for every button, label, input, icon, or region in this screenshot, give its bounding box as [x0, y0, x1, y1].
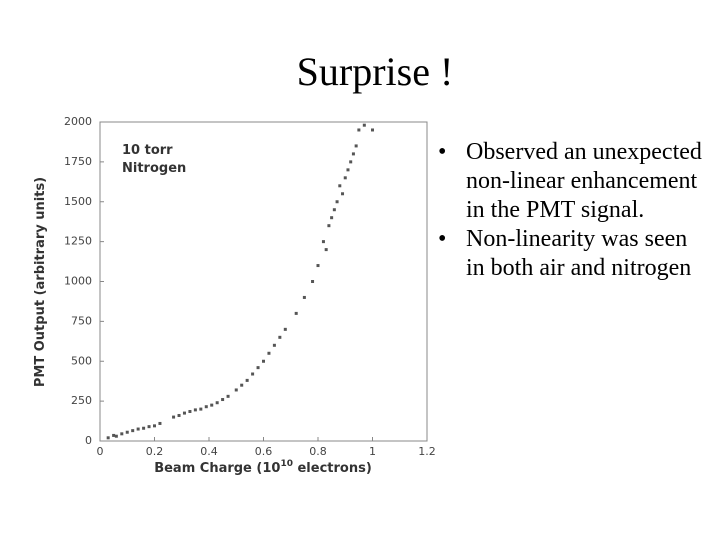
point: [351, 152, 355, 156]
bullet: Non-linearity was seen in both air and n…: [438, 225, 706, 283]
point: [321, 240, 325, 244]
x-tick-label: 1: [369, 445, 376, 458]
point: [311, 280, 315, 283]
point: [349, 160, 353, 164]
x-tick-label: 0.2: [146, 445, 164, 458]
point: [357, 128, 361, 132]
point: [125, 430, 129, 434]
bullet-list: Observed an unexpected non-linear enhanc…: [438, 138, 706, 283]
point: [335, 200, 339, 204]
x-tick-label: 1.2: [418, 445, 436, 458]
point: [188, 409, 192, 413]
point: [362, 123, 366, 127]
y-tick-label: 1250: [64, 235, 92, 248]
point: [302, 295, 306, 299]
annotation: 10 torr: [122, 143, 173, 158]
bullet: Observed an unexpected non-linear enhanc…: [438, 138, 706, 225]
point: [316, 264, 320, 268]
y-tick-label: 0: [85, 434, 92, 447]
point: [338, 184, 342, 188]
slide-title: Surprise !: [297, 49, 454, 94]
point: [327, 224, 331, 228]
point: [199, 407, 203, 411]
point: [294, 311, 298, 315]
point: [343, 176, 347, 180]
point: [114, 434, 118, 438]
point: [142, 426, 146, 430]
point: [120, 432, 124, 436]
y-tick-label: 1000: [64, 275, 92, 288]
y-tick-label: 2000: [64, 115, 92, 128]
point: [215, 401, 219, 405]
point: [147, 425, 151, 429]
point: [272, 343, 276, 347]
point: [371, 128, 374, 132]
point: [256, 366, 260, 370]
point: [234, 388, 238, 392]
x-tick-label: 0.4: [200, 445, 218, 458]
point: [210, 403, 214, 407]
point: [177, 413, 181, 417]
x-tick-label: 0.6: [255, 445, 273, 458]
point: [262, 359, 265, 363]
point: [251, 372, 255, 376]
x-label-part: Beam Charge (10: [154, 461, 280, 476]
point: [153, 424, 156, 428]
point: [136, 427, 140, 431]
y-tick-label: 1500: [64, 195, 92, 208]
point: [221, 398, 225, 402]
point: [112, 433, 116, 437]
point: [267, 351, 271, 355]
y-tick-label: 250: [71, 394, 92, 407]
x-tick-label: 0.8: [309, 445, 327, 458]
point: [283, 327, 287, 331]
point: [330, 216, 334, 220]
point: [106, 436, 110, 440]
point: [354, 144, 358, 148]
point: [204, 405, 208, 409]
point: [226, 394, 230, 398]
x-tick-label: 0: [97, 445, 104, 458]
x-label-part: electrons): [293, 461, 372, 476]
point: [158, 421, 162, 425]
y-tick-label: 750: [71, 314, 92, 327]
y-axis-label: PMT Output (arbitrary units): [33, 177, 48, 387]
x-label-superscript: 10: [280, 459, 293, 469]
point: [182, 411, 186, 415]
point: [278, 335, 282, 339]
y-tick-label: 500: [71, 354, 92, 367]
annotation: Nitrogen: [122, 161, 186, 176]
point: [341, 192, 345, 196]
point: [172, 415, 176, 419]
point: [245, 378, 249, 382]
point: [346, 168, 350, 172]
point: [240, 383, 244, 387]
point: [193, 408, 197, 412]
point: [332, 208, 336, 212]
y-tick-label: 1750: [64, 155, 92, 168]
point: [131, 429, 135, 433]
point: [324, 248, 328, 252]
x-axis-label: Beam Charge (1010 electrons): [154, 459, 372, 476]
